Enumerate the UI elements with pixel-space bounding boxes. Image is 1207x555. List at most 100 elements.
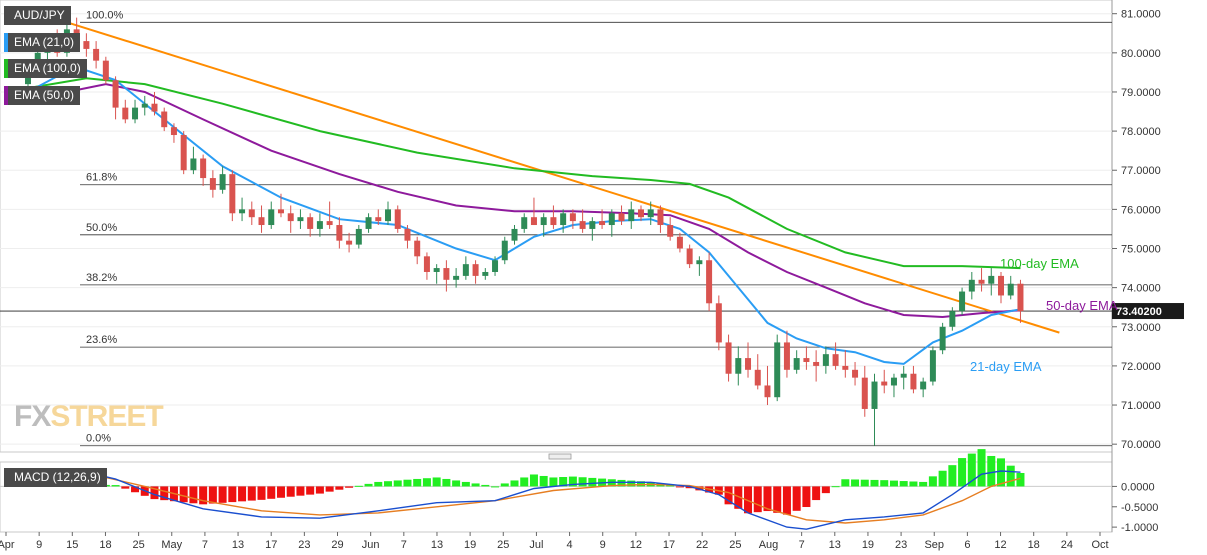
panel-splitter	[548, 453, 572, 460]
x-tick-label: 22	[696, 539, 708, 551]
macd-histogram-bar	[413, 478, 422, 487]
macd-histogram-bar	[422, 478, 431, 487]
macd-histogram-bar	[471, 483, 480, 487]
macd-histogram-bar	[160, 486, 169, 501]
macd-histogram-bar	[452, 480, 461, 487]
macd-histogram-bar	[481, 484, 490, 487]
x-tick-label: 7	[799, 539, 805, 551]
price-tick-label: 80.0000	[1121, 48, 1161, 60]
fib-label: 38.2%	[86, 272, 117, 284]
macd-histogram-bar	[938, 470, 947, 487]
candle-body	[326, 221, 333, 226]
fib-label: 100.0%	[86, 9, 124, 21]
macd-histogram-bar	[257, 486, 266, 500]
x-tick-label: 13	[431, 539, 443, 551]
x-tick-label: 19	[862, 539, 874, 551]
price-tick-label: 78.0000	[1121, 126, 1161, 138]
candle-body	[453, 275, 460, 280]
price-tick-label: 75.0000	[1121, 244, 1161, 256]
x-tick-label: 23	[298, 539, 310, 551]
x-tick-label: 25	[497, 539, 509, 551]
macd-histogram-bar	[238, 486, 247, 502]
candle-body	[141, 103, 148, 108]
candle-body	[530, 217, 537, 226]
candle-body	[277, 209, 284, 214]
candle-body	[852, 369, 859, 378]
candle-body	[929, 350, 936, 382]
candle-body	[501, 240, 508, 261]
candle-body	[492, 260, 499, 272]
candle-body	[589, 221, 596, 229]
price-tick-label: 73.0000	[1121, 322, 1161, 334]
macd-histogram-bar	[685, 486, 694, 489]
x-tick-label: Jul	[529, 539, 543, 551]
candle-body	[842, 365, 849, 370]
macd-histogram-bar	[150, 486, 159, 500]
watermark-logo: FXSTREET	[14, 400, 164, 433]
macd-histogram-bar	[306, 486, 315, 495]
macd-histogram-bar	[851, 479, 860, 487]
candle-body	[336, 225, 343, 241]
legend-ema50: EMA (50,0)	[4, 86, 81, 105]
candle-body	[404, 228, 411, 241]
resistance-trendline	[66, 21, 1060, 334]
candle-body	[968, 279, 975, 292]
macd-histogram-bar	[919, 481, 928, 487]
macd-histogram-bar	[734, 486, 743, 509]
macd-histogram-bar	[1006, 465, 1015, 487]
macd-histogram-bar	[977, 449, 986, 487]
candle-body	[443, 268, 450, 280]
candle-body	[813, 361, 820, 366]
macd-histogram-bar	[782, 486, 791, 515]
candle-body	[725, 342, 732, 374]
price-tick-label: 77.0000	[1121, 165, 1161, 177]
macd-histogram-bar	[899, 481, 908, 487]
candle-body	[735, 358, 742, 374]
price-tick-label: 79.0000	[1121, 87, 1161, 99]
legend-symbol: AUD/JPY	[4, 6, 71, 25]
price-tick-label: 71.0000	[1121, 400, 1161, 412]
x-tick-label: 7	[401, 539, 407, 551]
candle-body	[832, 354, 839, 366]
candle-body	[365, 217, 372, 229]
candle-body	[229, 174, 236, 214]
candle-body	[462, 264, 469, 276]
macd-histogram-bar	[744, 486, 753, 514]
candle-body	[248, 209, 255, 218]
price-tick-label: 72.0000	[1121, 361, 1161, 373]
candle-body	[628, 209, 635, 222]
macd-histogram-bar	[880, 480, 889, 487]
macd-histogram-bar	[870, 479, 879, 487]
fib-label: 61.8%	[86, 172, 117, 184]
macd-histogram-bar	[296, 486, 305, 496]
macd-histogram-bar	[199, 486, 208, 505]
macd-histogram-bar	[1016, 472, 1025, 487]
current-price-label: 73.40200	[1116, 306, 1162, 318]
candle-body	[414, 240, 421, 257]
candle-body	[239, 209, 246, 214]
macd-histogram-bar	[695, 486, 704, 491]
candle-body	[511, 228, 518, 241]
candle-body	[715, 303, 722, 343]
x-tick-label: 12	[630, 539, 642, 551]
macd-histogram-bar	[384, 481, 393, 487]
macd-histogram-bar	[189, 486, 198, 504]
x-tick-label: 18	[99, 539, 111, 551]
candle-body	[375, 217, 382, 222]
legend-macd: MACD (12,26,9)	[4, 468, 107, 487]
macd-histogram-bar	[276, 486, 285, 498]
macd-histogram-bar	[354, 485, 363, 487]
candle-body	[774, 342, 781, 398]
candle-body	[200, 158, 207, 179]
macd-tick-label: -1.0000	[1121, 522, 1158, 534]
candle-body	[608, 213, 615, 226]
candle-body	[287, 213, 294, 222]
candle-body	[764, 385, 771, 398]
candle-body	[900, 373, 907, 378]
candle-body	[550, 217, 557, 226]
macd-histogram-bar	[208, 486, 217, 504]
x-tick-label: Jun	[362, 539, 380, 551]
candle-body	[803, 358, 810, 362]
x-tick-label: 24	[1061, 539, 1073, 551]
